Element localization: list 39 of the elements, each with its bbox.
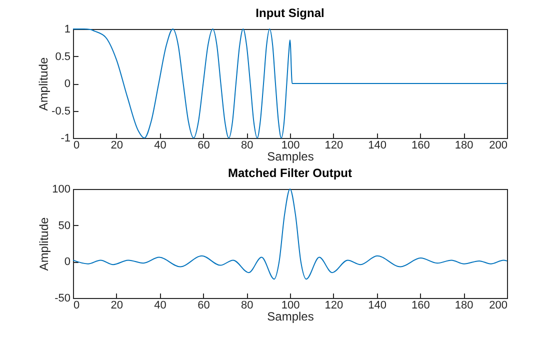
y-tick-label: 0 — [64, 256, 70, 268]
x-tick-label: 120 — [324, 140, 344, 152]
y-tick-label: -50 — [54, 292, 70, 304]
y-axis-title: Amplitude — [37, 217, 52, 271]
x-tick-label: 20 — [110, 300, 124, 312]
x-tick-label: 100 — [281, 300, 300, 312]
y-tick-label: -1 — [60, 132, 70, 144]
x-tick-label: 140 — [368, 300, 386, 312]
x-axis-title: Samples — [267, 310, 314, 324]
x-tick-label: 0 — [74, 140, 80, 152]
x-tick-label: 160 — [412, 300, 430, 312]
x-tick-label: 180 — [454, 140, 474, 152]
y-tick-label: 100 — [52, 184, 70, 196]
x-tick-label: 120 — [324, 300, 344, 312]
chart-title: Matched Filter Output — [228, 166, 352, 180]
x-axis-title: Samples — [267, 150, 314, 164]
y-axis-title: Amplitude — [36, 57, 51, 111]
x-tick-label: 100 — [281, 140, 300, 152]
x-tick-label: 40 — [154, 140, 166, 152]
line-series — [72, 28, 508, 138]
x-tick-label: 80 — [240, 300, 254, 312]
x-tick-label: 60 — [198, 300, 210, 312]
x-tick-label: 20 — [110, 140, 124, 152]
x-tick-label: 60 — [198, 140, 210, 152]
x-tick-label: 160 — [412, 140, 430, 152]
y-tick-label: 0.5 — [55, 50, 70, 63]
x-tick-label: 0 — [74, 300, 80, 312]
x-tick-label: 180 — [454, 300, 474, 312]
x-tick-label: 200 — [489, 140, 508, 152]
y-tick-label: 0 — [64, 78, 70, 90]
chart-title: Input Signal — [256, 6, 324, 20]
x-tick-label: 80 — [240, 140, 254, 152]
line-series — [72, 188, 508, 280]
y-tick-label: -0.5 — [52, 105, 70, 118]
x-tick-label: 200 — [489, 300, 508, 312]
x-tick-label: 140 — [368, 140, 386, 152]
y-tick-label: 1 — [64, 24, 70, 36]
y-tick-label: 50 — [58, 220, 70, 232]
x-tick-label: 40 — [154, 300, 166, 312]
